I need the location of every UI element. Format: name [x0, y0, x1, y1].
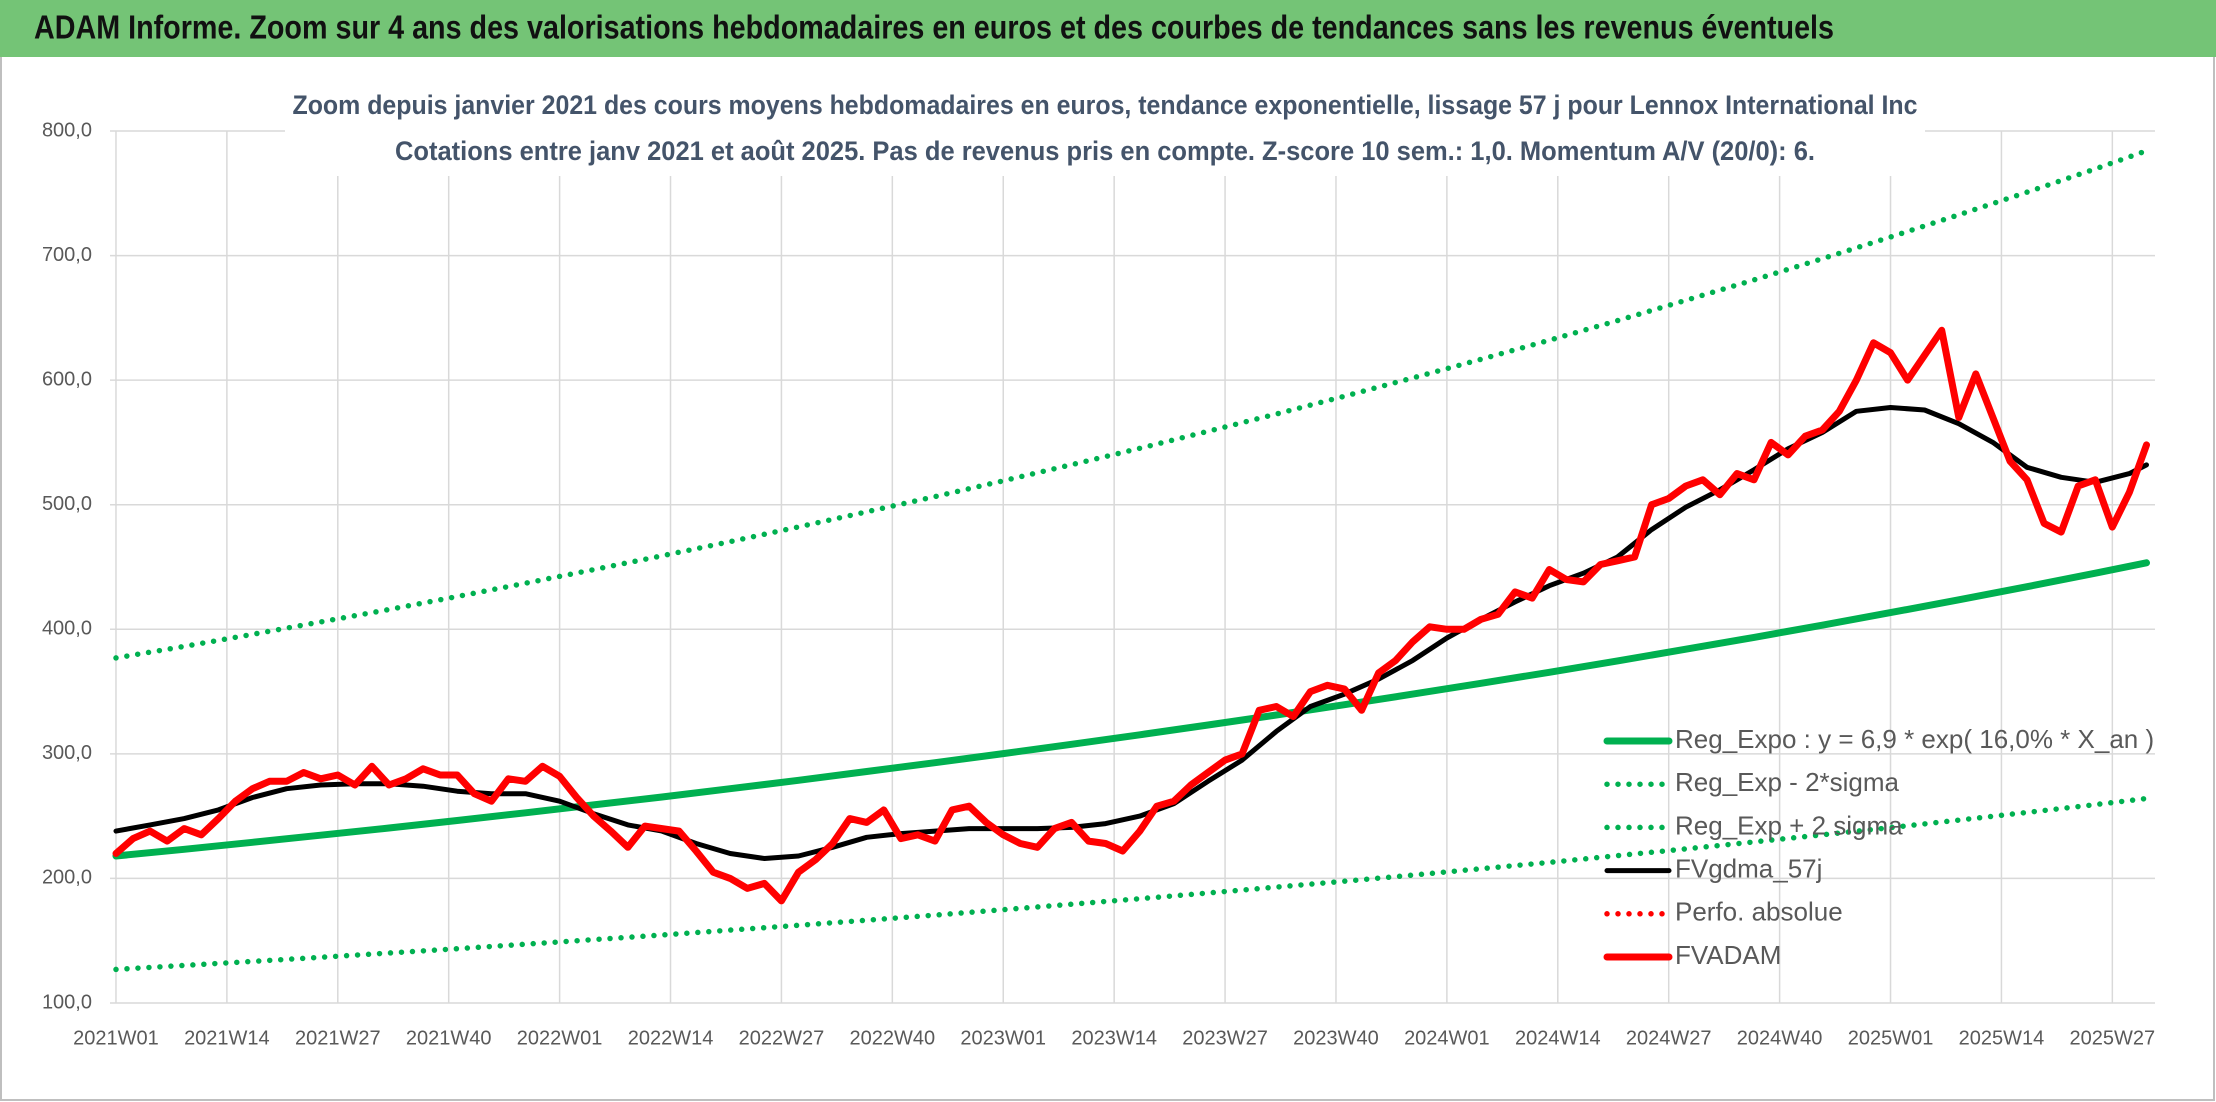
x-tick-label: 2024W14	[1515, 1027, 1601, 1049]
y-tick-label: 600,0	[42, 368, 92, 390]
chart-subtitle: Cotations entre janv 2021 et août 2025. …	[395, 136, 1815, 166]
x-tick-label: 2025W27	[2070, 1027, 2156, 1049]
x-tick-label: 2021W27	[295, 1027, 381, 1049]
title-background	[285, 86, 1925, 176]
y-tick-label: 700,0	[42, 244, 92, 266]
banner	[0, 0, 2216, 57]
x-tick-label: 2021W01	[73, 1027, 159, 1049]
x-tick-label: 2022W14	[628, 1027, 714, 1049]
x-tick-label: 2024W40	[1737, 1027, 1823, 1049]
banner-text: ADAM Informe. Zoom sur 4 ans des valoris…	[34, 9, 1834, 46]
x-tick-label: 2023W27	[1182, 1027, 1268, 1049]
y-tick-label: 500,0	[42, 493, 92, 515]
legend-label: FVADAM	[1675, 940, 1781, 970]
x-tick-label: 2021W14	[184, 1027, 270, 1049]
y-tick-label: 800,0	[42, 119, 92, 141]
x-tick-label: 2022W40	[850, 1027, 936, 1049]
chart-title: Zoom depuis janvier 2021 des cours moyen…	[293, 90, 1918, 120]
legend-label: Reg_Exp + 2 sigma	[1675, 810, 1903, 840]
x-tick-label: 2022W27	[739, 1027, 825, 1049]
series-line	[112, 559, 2150, 860]
x-tick-label: 2025W14	[1959, 1027, 2045, 1049]
y-tick-label: 300,0	[42, 742, 92, 764]
x-tick-label: 2024W01	[1404, 1027, 1490, 1049]
series-line	[113, 795, 2150, 973]
x-tick-label: 2023W40	[1293, 1027, 1379, 1049]
x-tick-label: 2024W27	[1626, 1027, 1712, 1049]
legend-label: Reg_Expo : y = 6,9 * exp( 16,0% * X_an )	[1675, 724, 2154, 754]
x-tick-label: 2023W01	[960, 1027, 1046, 1049]
y-tick-label: 100,0	[42, 991, 92, 1013]
y-tick-label: 400,0	[42, 618, 92, 640]
legend-label: Reg_Exp - 2*sigma	[1675, 767, 1900, 797]
x-tick-label: 2022W01	[517, 1027, 603, 1049]
series-line	[113, 148, 2150, 661]
y-tick-label: 200,0	[42, 867, 92, 889]
legend-label: Perfo. absolue	[1675, 897, 1843, 927]
x-tick-label: 2023W14	[1071, 1027, 1157, 1049]
series-line	[112, 326, 2150, 905]
plot-area: 100,0 200,0 300,0 400,0 500,0 600,0 700,0 800,0…	[42, 119, 2155, 1049]
x-tick-label: 2025W01	[1848, 1027, 1934, 1049]
legend-label: FVgdma_57j	[1675, 853, 1822, 883]
x-tick-label: 2021W40	[406, 1027, 492, 1049]
